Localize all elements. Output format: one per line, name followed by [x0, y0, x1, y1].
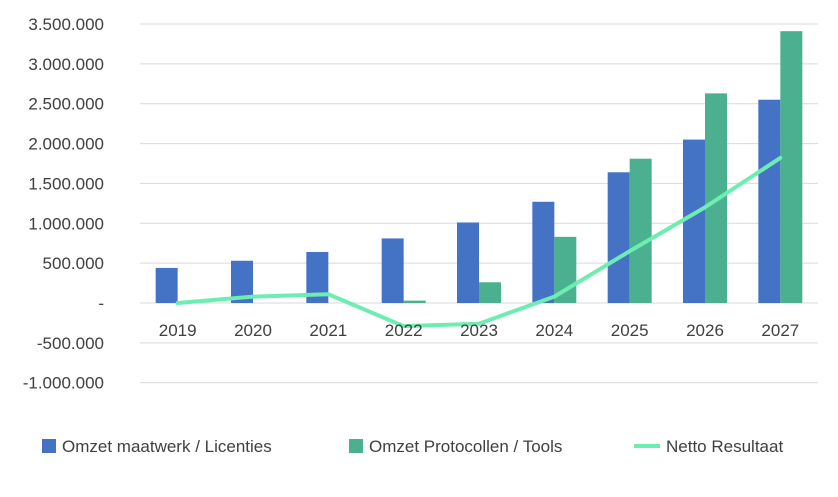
x-tick-label: 2021 — [309, 321, 347, 340]
x-tick-label: 2019 — [159, 321, 197, 340]
legend-label: Omzet Protocollen / Tools — [369, 437, 562, 456]
y-tick-label: -1.000.000 — [23, 374, 104, 393]
bar-maatwerk-2021 — [306, 251, 329, 303]
y-tick-label: 3.500.000 — [28, 15, 104, 34]
bar-maatwerk-2019 — [155, 267, 178, 303]
x-tick-label: 2022 — [385, 321, 423, 340]
x-tick-label: 2026 — [686, 321, 724, 340]
x-axis-tick-labels: 2019 2020 2021 2022 2023 2024 2025 2026 2027 — [159, 321, 799, 340]
bar-protocollen-2025 — [629, 158, 652, 303]
bar-maatwerk-2020 — [231, 260, 253, 303]
bar-maatwerk-2026 — [683, 139, 705, 303]
bar-protocollen-2022 — [403, 300, 426, 303]
bar-maatwerk-2027 — [758, 99, 781, 303]
bar-maatwerk-2023 — [457, 222, 479, 303]
netto-resultaat-line — [175, 155, 783, 329]
bar-maatwerk-2022 — [381, 238, 404, 303]
y-tick-label: -500.000 — [37, 334, 104, 353]
legend-label: Omzet maatwerk / Licenties — [62, 437, 272, 456]
bars — [155, 31, 803, 303]
x-tick-label: 2025 — [611, 321, 649, 340]
x-tick-label: 2024 — [535, 321, 573, 340]
x-tick-label: 2027 — [761, 321, 799, 340]
legend: Omzet maatwerk / Licenties Omzet Protocol… — [42, 437, 783, 456]
y-tick-label: - — [98, 294, 104, 313]
legend-swatch — [349, 439, 363, 453]
y-tick-label: 1.000.000 — [28, 214, 104, 233]
y-tick-label: 2.000.000 — [28, 135, 104, 154]
legend-label: Netto Resultaat — [666, 437, 783, 456]
bar-maatwerk-2025 — [607, 172, 630, 303]
bar-maatwerk-2024 — [532, 201, 555, 303]
legend-swatch — [42, 439, 56, 453]
bar-protocollen-2023 — [479, 282, 501, 303]
line-series — [175, 155, 783, 329]
bar-protocollen-2027 — [780, 31, 803, 303]
y-tick-label: 3.000.000 — [28, 55, 104, 74]
y-axis-tick-labels: 3.500.000 3.000.000 2.500.000 2.000.000 1.50… — [23, 15, 104, 393]
y-tick-label: 2.500.000 — [28, 95, 104, 114]
x-tick-label: 2020 — [234, 321, 272, 340]
y-tick-label: 500.000 — [43, 254, 104, 273]
y-tick-label: 1.500.000 — [28, 174, 104, 193]
x-tick-label: 2023 — [460, 321, 498, 340]
